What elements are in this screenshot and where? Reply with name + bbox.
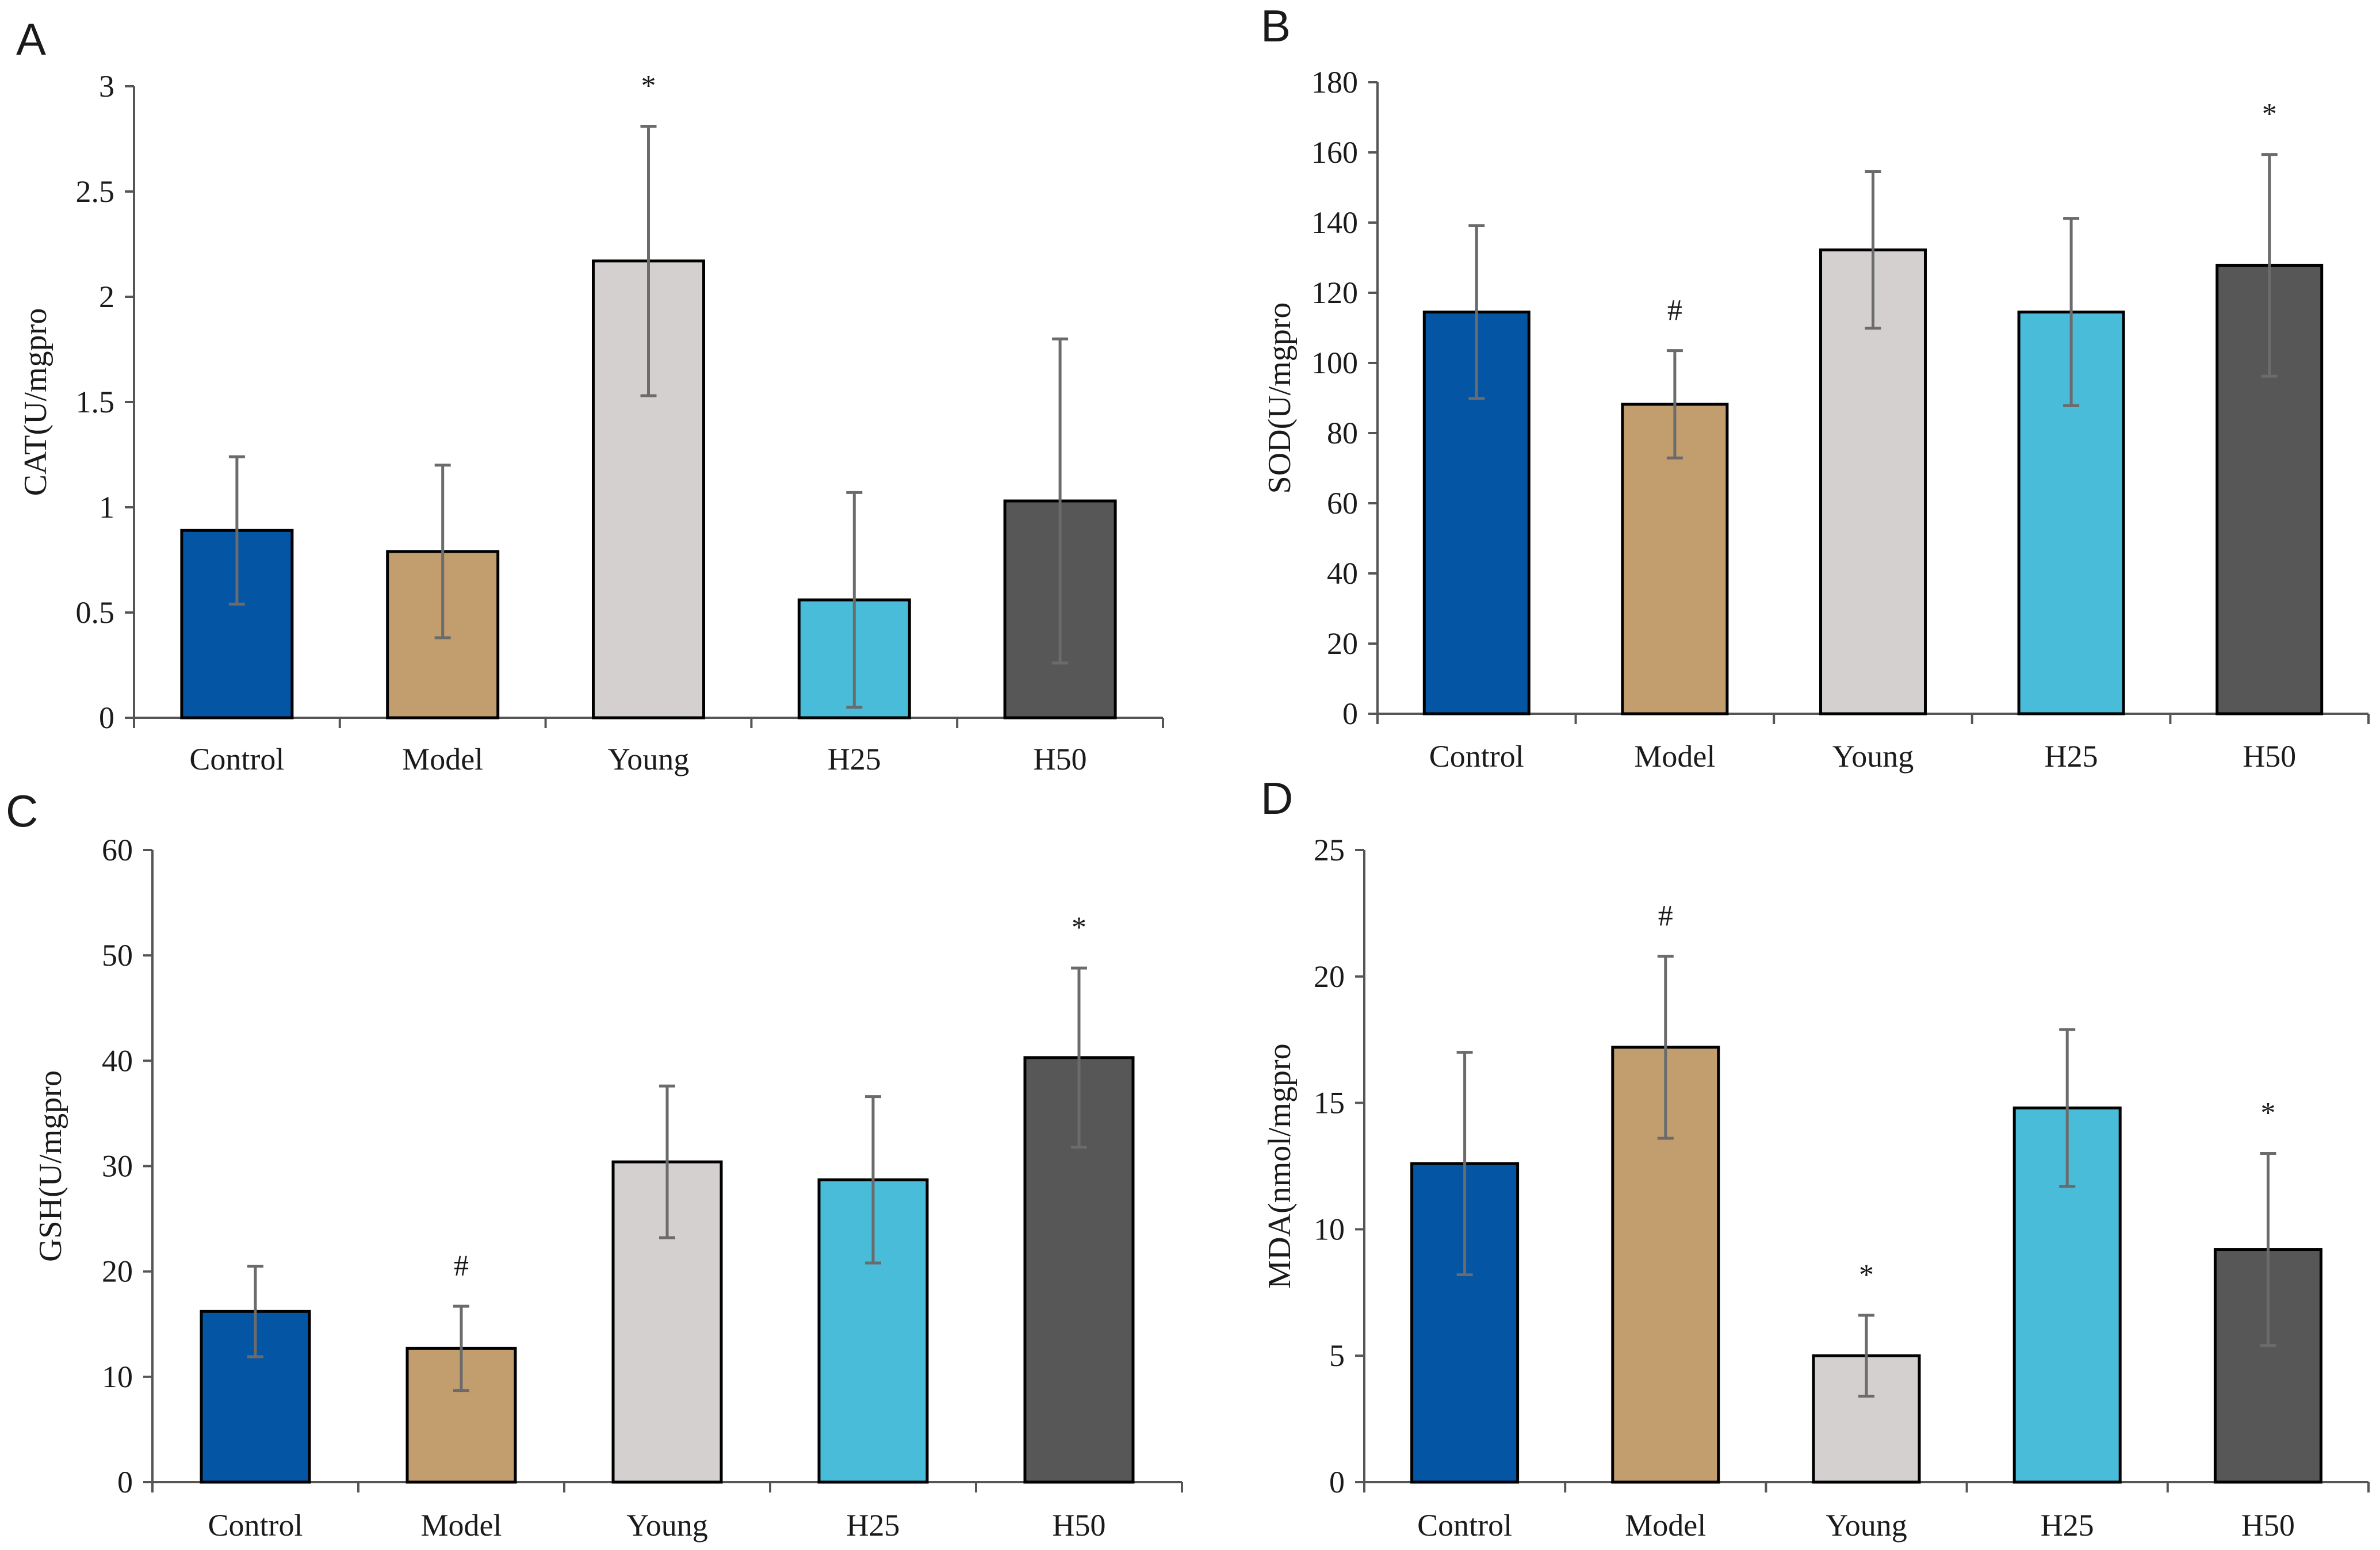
panel-b-category-label: Control <box>1429 739 1524 774</box>
panel-c-y-tick-label: 10 <box>102 1360 133 1394</box>
panel-a-y-tick-label: 2.5 <box>76 174 115 209</box>
panel-c-significance-model: # <box>454 1250 469 1283</box>
panel-a-category-label: H50 <box>1034 742 1087 776</box>
panel-c-y-tick-label: 20 <box>102 1254 133 1289</box>
panel-b-category-label: H25 <box>2045 739 2098 774</box>
panel-a-letter: A <box>16 14 46 64</box>
panel-b-y-tick-label: 180 <box>1311 65 1358 99</box>
panel-a-significance-young: * <box>641 70 656 102</box>
panel-d-category-label: Young <box>1826 1508 1907 1543</box>
panel-b-category-label: Model <box>1634 739 1715 774</box>
panel-b-significance-h50: * <box>2262 98 2277 131</box>
panel-b-y-tick-label: 120 <box>1311 275 1358 310</box>
panel-c-y-tick-label: 0 <box>117 1465 133 1499</box>
panel-c-category-label: H50 <box>1053 1508 1106 1543</box>
panel-d-y-tick-label: 0 <box>1329 1465 1345 1499</box>
panel-c-category-label: H25 <box>847 1508 900 1543</box>
panel-b-y-tick-label: 20 <box>1327 626 1358 661</box>
panel-b-y-tick-label: 160 <box>1311 135 1358 170</box>
panel-c-category-label: Model <box>421 1508 502 1543</box>
panel-b-y-tick-label: 100 <box>1311 346 1358 380</box>
panel-d-category-label: H25 <box>2041 1508 2094 1543</box>
panel-d-y-tick-label: 10 <box>1314 1212 1345 1246</box>
panel-b-y-tick-label: 40 <box>1327 556 1358 591</box>
panel-c-y-tick-label: 40 <box>102 1043 133 1078</box>
panel-b-category-label: Young <box>1832 739 1914 774</box>
panel-d-significance-young: * <box>1859 1258 1874 1291</box>
panel-a-y-tick-label: 2 <box>99 280 114 314</box>
panel-c-y-tick-label: 50 <box>102 938 133 973</box>
panel-d-category-label: Control <box>1417 1508 1512 1543</box>
panel-d-significance-model: # <box>1658 900 1673 932</box>
panel-b-y-tick-label: 60 <box>1327 486 1358 521</box>
panel-a-category-label: Young <box>608 742 690 776</box>
panel-a-category-label: H25 <box>828 742 881 776</box>
panel-b-category-label: H50 <box>2243 739 2296 774</box>
panel-d-y-tick-label: 25 <box>1314 833 1345 867</box>
panel-b-y-tick-label: 140 <box>1311 205 1358 240</box>
chart-canvas: A CAT(U/mgpro 0 0.5 1 1.5 2 2.5 3 Control Model You… <box>0 0 2380 1550</box>
panel-d-significance-h50: * <box>2260 1097 2275 1130</box>
panel-b-letter: B <box>1261 1 1291 51</box>
panel-d-y-axis-title: MDA(nmol/mgpro <box>1262 1043 1298 1288</box>
panel-a-y-axis-title: CAT(U/mgpro <box>18 308 53 496</box>
panel-c-category-label: Young <box>626 1508 708 1543</box>
panel-b-y-tick-label: 80 <box>1327 416 1358 450</box>
panel-b-significance-model: # <box>1667 294 1682 327</box>
panel-a-y-tick-label: 0.5 <box>76 595 115 630</box>
panel-b-y-axis-title: SOD(U/mgpro <box>1262 303 1298 494</box>
panel-c-category-label: Control <box>208 1508 303 1543</box>
panel-c-y-tick-label: 60 <box>102 833 133 867</box>
panel-a-y-tick-label: 1.5 <box>76 385 115 419</box>
panel-c-significance-h50: * <box>1072 912 1086 944</box>
panel-a-y-tick-label: 3 <box>99 69 114 104</box>
panel-c-letter: C <box>6 786 38 836</box>
panel-c-y-tick-label: 30 <box>102 1149 133 1184</box>
panel-d-y-tick-label: 15 <box>1314 1086 1345 1120</box>
panel-a-y-tick-label: 1 <box>99 490 114 525</box>
panel-a-category-label: Model <box>402 742 483 776</box>
panel-d-category-label: H50 <box>2241 1508 2295 1543</box>
panel-d-y-tick-label: 5 <box>1329 1338 1345 1373</box>
panel-d-letter: D <box>1261 773 1293 824</box>
panel-a-y-tick-label: 0 <box>99 701 114 735</box>
panel-a-category-label: Control <box>189 742 284 776</box>
panel-b-y-tick-label: 0 <box>1342 696 1358 731</box>
panel-d-y-tick-label: 20 <box>1314 959 1345 994</box>
panel-d-category-label: Model <box>1625 1508 1706 1543</box>
panel-c-y-axis-title: GSH(U/mgpro <box>33 1070 68 1262</box>
figure: A CAT(U/mgpro 0 0.5 1 1.5 2 2.5 3 Control Model You… <box>0 0 2380 1550</box>
